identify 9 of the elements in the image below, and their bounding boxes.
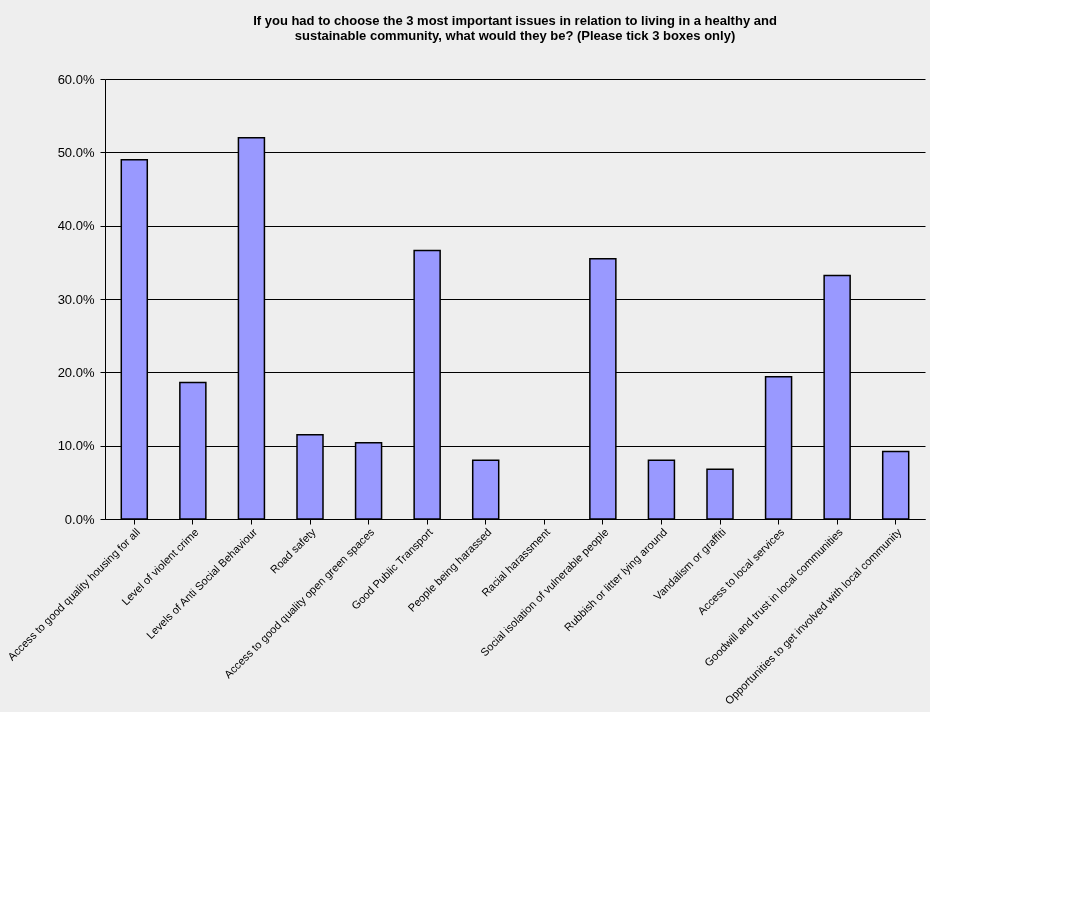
- y-tick-label: 50.0%: [57, 144, 95, 160]
- y-tick-label: 20.0%: [57, 364, 95, 380]
- text: sustainable community, what would they be? (Please tick 3 boxes only): [294, 28, 736, 43]
- y-tick-label: 30.0%: [57, 291, 95, 307]
- y-tick-label: 10.0%: [57, 438, 95, 454]
- y-tick-label: 0.0%: [64, 511, 95, 527]
- y-tick-label: 40.0%: [57, 218, 95, 234]
- text: If you had to choose the 3 most important issues in relation to living in a healthy and: [253, 13, 777, 28]
- y-tick-label: 60.0%: [57, 71, 95, 87]
